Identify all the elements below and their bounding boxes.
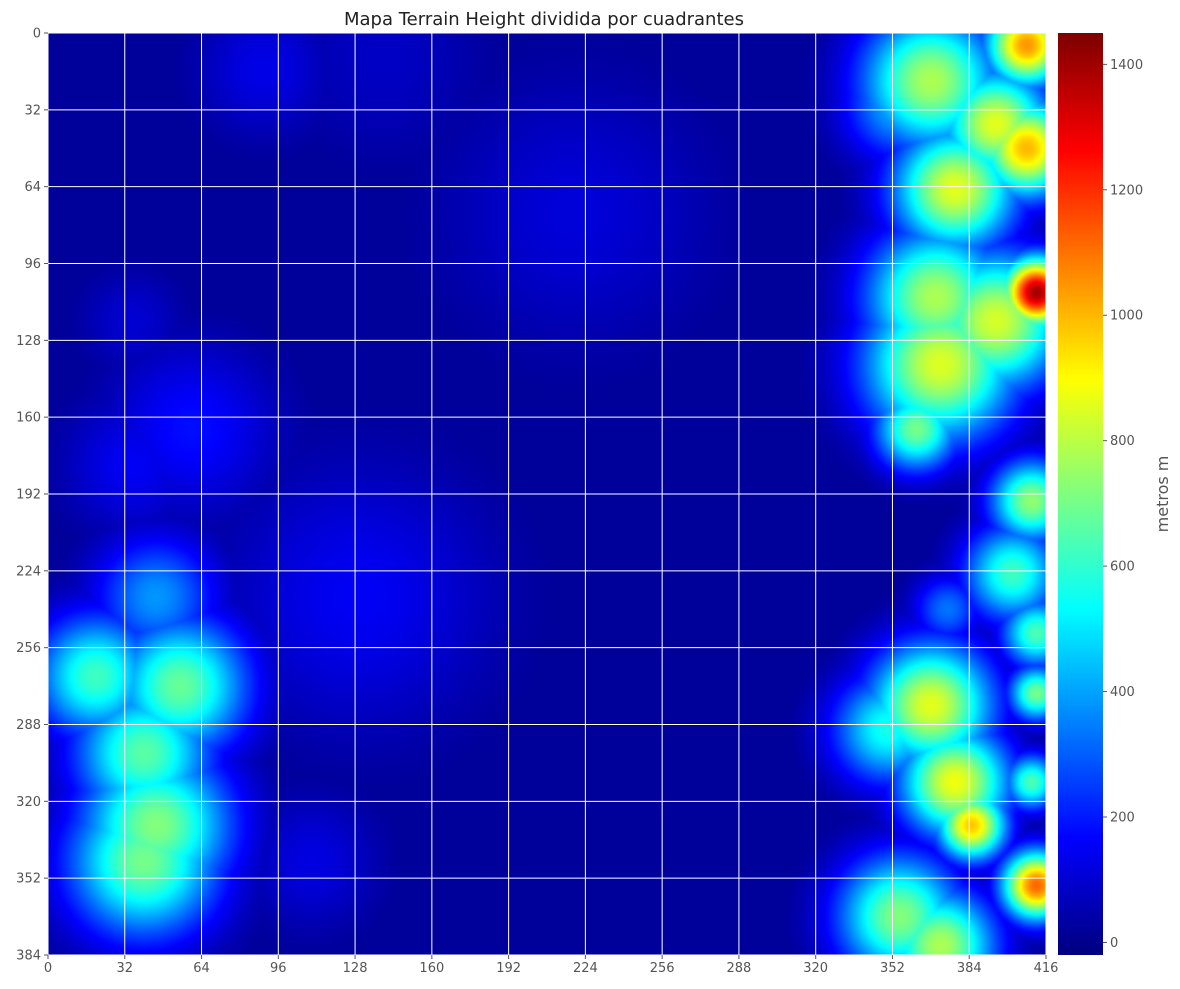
colorbar-tick-label-6: 1200 [1110,183,1143,198]
colorbar-tick-label-4: 800 [1110,434,1135,449]
x-tick-label-8: 256 [650,961,675,976]
y-tick-label-0: 0 [33,27,41,42]
y-tick-label-4: 128 [16,334,41,349]
y-axis-ticks: 0 32 64 96 128 160 192 224 256 288 320 352 384 [16,27,48,964]
x-tick-label-3: 96 [270,961,287,976]
colorbar-tick-label-2: 400 [1110,685,1135,700]
x-axis-ticks: 0 32 64 96 128 160 192 224 256 288 320 352 384 416 [44,955,1059,976]
colorbar-tick-label-0: 0 [1110,936,1118,951]
y-tick-label-11: 352 [16,872,41,887]
x-tick-label-7: 224 [573,961,598,976]
y-tick-label-6: 192 [16,488,41,503]
colorbar-tick-label-3: 600 [1110,560,1135,575]
chart-title: Mapa Terrain Height dividida por cuadran… [344,9,744,30]
x-tick-label-11: 352 [880,961,905,976]
y-tick-label-2: 64 [24,180,41,195]
colorbar-label: metros m [1153,456,1172,533]
x-tick-label-1: 32 [116,961,133,976]
x-tick-label-10: 320 [803,961,828,976]
colorbar: 0 200 400 600 800 1000 1200 1400 metros m [1058,33,1172,955]
colorbar-tick-label-5: 1000 [1110,309,1143,324]
y-tick-label-3: 96 [24,257,41,272]
y-tick-label-9: 288 [16,718,41,733]
x-tick-label-0: 0 [44,961,52,976]
x-tick-label-2: 64 [193,961,210,976]
x-tick-label-13: 416 [1034,961,1059,976]
grid-lines [48,33,1046,955]
colorbar-tick-label-1: 200 [1110,811,1135,826]
y-tick-label-8: 256 [16,641,41,656]
x-tick-label-4: 128 [343,961,368,976]
x-tick-label-9: 288 [727,961,752,976]
y-tick-label-5: 160 [16,411,41,426]
colorbar-ticks: 0 200 400 600 800 1000 1200 1400 [1103,58,1143,951]
y-tick-label-1: 32 [24,103,41,118]
colorbar-tick-label-7: 1400 [1110,58,1143,73]
x-tick-label-6: 192 [496,961,521,976]
plot-area [47,32,1047,956]
y-tick-label-12: 384 [16,949,41,964]
y-tick-label-10: 320 [16,795,41,810]
x-tick-label-12: 384 [957,961,982,976]
y-tick-label-7: 224 [16,564,41,579]
colorbar-gradient [1058,33,1103,955]
x-tick-label-5: 160 [419,961,444,976]
